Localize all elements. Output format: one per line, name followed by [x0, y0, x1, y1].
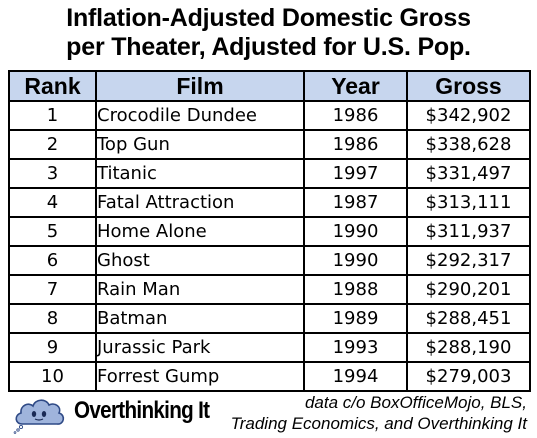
gross-cell: $288,190: [406, 332, 531, 363]
film-cell: Titanic: [95, 158, 305, 189]
logo-text: Overthinking It: [74, 397, 210, 424]
chart-title: Inflation-Adjusted Domestic Gross per Th…: [0, 4, 537, 62]
data-credit-line-2: Trading Economics, and Overthinking It: [230, 414, 527, 433]
column-header-gross: Gross: [406, 70, 531, 102]
column-header-rank: Rank: [8, 70, 97, 102]
gross-cell: $313,111: [406, 187, 531, 218]
rank-cell: 10: [8, 361, 97, 392]
table-row: 2 Top Gun 1986 $338,628: [8, 129, 531, 160]
data-table: Rank Film Year Gross 1 Crocodile Dundee …: [8, 70, 531, 392]
rank-cell: 4: [8, 187, 97, 218]
rank-cell: 8: [8, 303, 97, 334]
rank-cell: 9: [8, 332, 97, 363]
rank-cell: 6: [8, 245, 97, 276]
gross-cell: $279,003: [406, 361, 531, 392]
film-cell: Batman: [95, 303, 305, 334]
table-header-row: Rank Film Year Gross: [8, 70, 531, 102]
rank-cell: 2: [8, 129, 97, 160]
year-cell: 1990: [303, 216, 408, 247]
brand-logo: Overthinking It: [12, 394, 212, 434]
gross-cell: $338,628: [406, 129, 531, 160]
year-cell: 1989: [303, 303, 408, 334]
gross-cell: $331,497: [406, 158, 531, 189]
year-cell: 1986: [303, 129, 408, 160]
gross-cell: $342,902: [406, 100, 531, 131]
year-cell: 1993: [303, 332, 408, 363]
film-cell: Home Alone: [95, 216, 305, 247]
film-cell: Rain Man: [95, 274, 305, 305]
year-cell: 1990: [303, 245, 408, 276]
column-header-film: Film: [95, 70, 305, 102]
gross-cell: $292,317: [406, 245, 531, 276]
rank-cell: 7: [8, 274, 97, 305]
film-cell: Jurassic Park: [95, 332, 305, 363]
film-cell: Fatal Attraction: [95, 187, 305, 218]
data-credit: data c/o BoxOfficeMojo, BLS, Trading Eco…: [231, 392, 527, 434]
gross-cell: $288,451: [406, 303, 531, 334]
table-row: 5 Home Alone 1990 $311,937: [8, 216, 531, 247]
film-cell: Crocodile Dundee: [95, 100, 305, 131]
table-row: 3 Titanic 1997 $331,497: [8, 158, 531, 189]
cloud-icon: [13, 399, 65, 434]
rank-cell: 1: [8, 100, 97, 131]
year-cell: 1986: [303, 100, 408, 131]
table-row: 9 Jurassic Park 1993 $288,190: [8, 332, 531, 363]
chart-title-line-1: Inflation-Adjusted Domestic Gross: [66, 4, 471, 32]
gross-cell: $290,201: [406, 274, 531, 305]
table-row: 7 Rain Man 1988 $290,201: [8, 274, 531, 305]
rank-cell: 5: [8, 216, 97, 247]
table-row: 1 Crocodile Dundee 1986 $342,902: [8, 100, 531, 131]
year-cell: 1994: [303, 361, 408, 392]
film-cell: Forrest Gump: [95, 361, 305, 392]
year-cell: 1988: [303, 274, 408, 305]
year-cell: 1987: [303, 187, 408, 218]
data-credit-line-1: data c/o BoxOfficeMojo, BLS,: [304, 393, 527, 412]
table-row: 4 Fatal Attraction 1987 $313,111: [8, 187, 531, 218]
table-body: 1 Crocodile Dundee 1986 $342,902 2 Top G…: [8, 100, 531, 392]
film-cell: Ghost: [95, 245, 305, 276]
rank-cell: 3: [8, 158, 97, 189]
table-row: 8 Batman 1989 $288,451: [8, 303, 531, 334]
chart-title-line-2: per Theater, Adjusted for U.S. Pop.: [66, 33, 471, 61]
film-cell: Top Gun: [95, 129, 305, 160]
table-row: 6 Ghost 1990 $292,317: [8, 245, 531, 276]
gross-cell: $311,937: [406, 216, 531, 247]
year-cell: 1997: [303, 158, 408, 189]
column-header-year: Year: [303, 70, 408, 102]
table-row: 10 Forrest Gump 1994 $279,003: [8, 361, 531, 392]
